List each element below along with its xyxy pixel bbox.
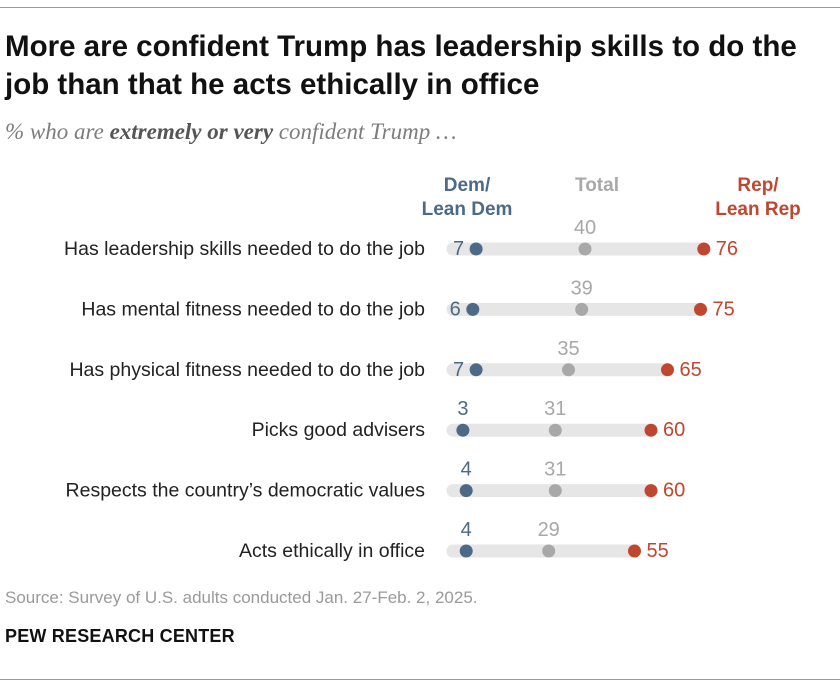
total-dot bbox=[578, 242, 592, 256]
total-dot bbox=[542, 544, 556, 558]
row-label: Has mental fitness needed to do the job bbox=[81, 298, 425, 320]
total-value-label: 39 bbox=[571, 277, 593, 299]
rep-value-label: 60 bbox=[663, 480, 685, 502]
dem-dot bbox=[466, 302, 480, 316]
subtitle-prefix: % who are bbox=[5, 119, 110, 144]
chart-subtitle: % who are extremely or very confident Tr… bbox=[5, 119, 456, 145]
rep-dot bbox=[628, 544, 641, 558]
legend-dem: Dem/ Lean Dem bbox=[402, 174, 532, 222]
rep-value-label: 65 bbox=[680, 359, 702, 381]
rep-dot bbox=[644, 484, 658, 498]
top-rule bbox=[0, 7, 840, 8]
total-dot bbox=[548, 484, 562, 498]
total-dot bbox=[548, 423, 562, 437]
row-label: Has leadership skills needed to do the j… bbox=[64, 238, 425, 260]
dem-dot bbox=[469, 363, 483, 377]
rep-value-label: 60 bbox=[663, 419, 685, 441]
bottom-rule bbox=[0, 679, 840, 680]
dem-dot bbox=[456, 423, 470, 437]
source-note: Source: Survey of U.S. adults conducted … bbox=[5, 588, 478, 607]
dem-dot bbox=[469, 242, 483, 256]
rep-value-label: 75 bbox=[713, 298, 735, 320]
dem-value-label: 6 bbox=[450, 298, 461, 320]
rep-dot bbox=[694, 302, 707, 316]
legend-rep: Rep/ Lean Rep bbox=[688, 174, 828, 222]
rep-value-label: 55 bbox=[647, 540, 669, 562]
legend-dem-line1: Dem/ bbox=[443, 175, 491, 196]
legend-rep-line2: Lean Rep bbox=[715, 199, 801, 220]
dem-value-label: 3 bbox=[457, 398, 468, 420]
total-value-label: 40 bbox=[574, 217, 596, 239]
rep-dot bbox=[697, 242, 711, 256]
dem-value-label: 4 bbox=[461, 459, 472, 481]
legend-total: Total bbox=[575, 175, 619, 196]
dem-value-label: 7 bbox=[453, 359, 464, 381]
chart-title: More are confident Trump has leadership … bbox=[5, 30, 797, 101]
dem-value-label: 7 bbox=[453, 238, 464, 260]
total-value-label: 31 bbox=[544, 398, 566, 420]
legend-rep-line1: Rep/ bbox=[737, 175, 779, 196]
subtitle-emphasis: extremely or very bbox=[109, 119, 274, 144]
row-label: Picks good advisers bbox=[252, 419, 426, 441]
total-value-label: 31 bbox=[544, 459, 566, 481]
total-value-label: 29 bbox=[538, 519, 560, 541]
subtitle-suffix: confident Trump … bbox=[273, 119, 457, 144]
total-value-label: 35 bbox=[557, 338, 579, 360]
rep-dot bbox=[661, 363, 674, 377]
total-dot bbox=[562, 363, 575, 377]
dem-value-label: 4 bbox=[461, 519, 472, 541]
total-dot bbox=[575, 302, 589, 316]
row-label: Has physical fitness needed to do the jo… bbox=[69, 359, 425, 381]
legend-dem-line2: Lean Dem bbox=[421, 199, 513, 220]
rep-dot bbox=[644, 423, 658, 437]
dem-dot bbox=[459, 544, 473, 558]
row-label: Respects the country’s democratic values bbox=[66, 480, 426, 502]
brand-logo-text: PEW RESEARCH CENTER bbox=[5, 626, 235, 646]
row-label: Acts ethically in office bbox=[239, 540, 425, 562]
dem-dot bbox=[459, 484, 473, 498]
dot-plot: Has leadership skills needed to do the j… bbox=[64, 217, 738, 562]
rep-value-label: 76 bbox=[716, 238, 738, 260]
